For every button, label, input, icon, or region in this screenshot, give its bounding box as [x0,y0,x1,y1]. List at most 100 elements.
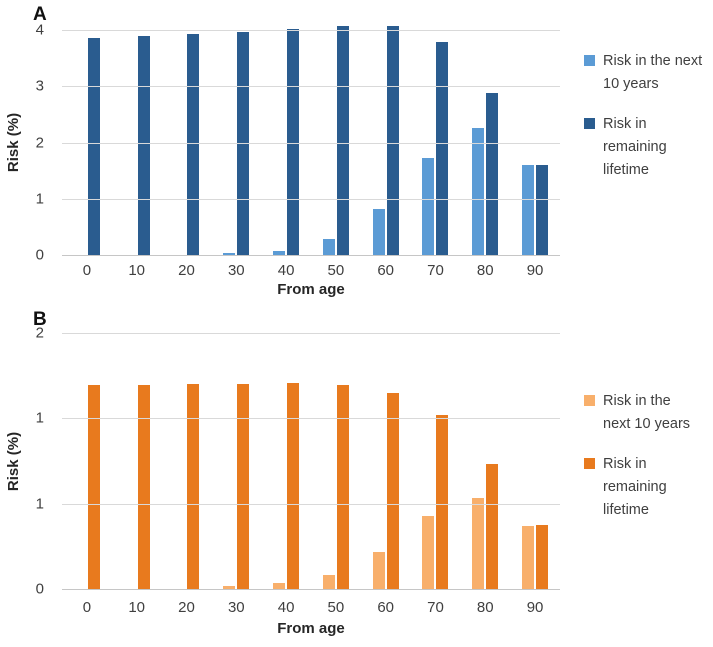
panel-a-xtick-label: 20 [178,262,195,279]
panel-b-bars [62,333,560,589]
panel-b-letter: B [33,309,47,330]
panel-b-xtick-label: 70 [427,599,444,616]
panel-a-gridline [62,30,560,31]
panel-b-bar-group-age-10 [112,333,162,589]
panel-a-gridline [62,198,560,200]
panel-a-xtick-label: 10 [128,262,146,279]
panel-b-bar [223,586,236,589]
panel-a-xtick-label: 50 [327,262,345,279]
panel-b-legend-entry: Risk in the next 10 years [584,390,712,436]
panel-b-bar-group-age-80 [460,333,510,589]
panel-a-bar-group-age-40 [261,29,311,255]
panel-a-xtick-label: 70 [427,262,444,279]
panel-b-bar [137,385,150,589]
panel-a-bar [223,252,236,255]
panel-b-bar-group-age-40 [261,333,311,589]
legend-swatch-icon [584,55,595,66]
panel-b-bar [273,582,286,589]
panel-b-xtick-label: 90 [526,599,544,616]
panel-a-bar-group-age-60 [361,26,411,255]
panel-b-bar [287,382,300,589]
panel-b-xtick-label: 40 [277,599,295,616]
panel-a-bar [372,208,385,255]
legend-swatch-icon [584,118,595,129]
panel-b-xtick-label: 10 [128,599,146,616]
panel-a-bar [472,127,485,255]
panel-b-bar-group-age-90 [510,333,560,589]
panel-a-ytick-label: 2 [35,134,44,151]
panel-b-bar [336,385,349,589]
panel-b-bar-group-age-60 [361,333,411,589]
panel-b-ytick-label: 2 [35,324,44,342]
panel-b-legend-label: Risk in remaining lifetime [603,456,667,518]
panel-a-gridline [62,255,560,256]
panel-a-bar [386,26,399,255]
panel-b-ytick-label: 0 [35,580,44,598]
panel-a-legend-entry: Risk in remaining lifetime [584,113,712,182]
panel-a-plot-area [62,26,560,256]
panel-b-bar-group-age-20 [162,333,212,589]
panel-a-xtick-label: 30 [227,262,245,279]
panel-a-legend-entry: Risk in the next 10 years [584,50,712,96]
panel-b-gridline [62,589,560,590]
panel-b-bar [237,384,250,589]
panel-a-gridline [62,86,560,88]
panel-a-bar [536,165,549,255]
panel-a-bar [273,250,286,255]
legend-swatch-icon [584,458,595,469]
panel-a-bar-group-age-0 [62,30,112,255]
panel-b-gridline [62,333,560,334]
panel-a-y-axis-tick-labels: 0 1 2 3 4 [0,22,52,264]
panel-a-ytick-label: 1 [35,190,44,208]
panel-b-xtick-label: 80 [476,599,494,616]
panel-a-bar [287,29,300,255]
panel-a-bar [422,157,435,255]
panel-a-bar-group-age-10 [112,30,162,255]
panel-a-xtick-label: 40 [277,262,295,279]
panel-a-letter: A [33,4,47,25]
panel-a-xtick-label: 0 [82,262,92,279]
panel-a-ytick-label: 3 [35,77,44,95]
panel-a-x-axis-tick-labels: 0 10 20 30 40 50 60 70 80 90 [62,262,560,279]
panel-b-bar [372,551,385,589]
panel-a-bar [486,93,499,255]
panel-b-bar-group-age-0 [62,333,112,589]
panel-b-xtick-label: 0 [82,599,92,616]
panel-a-bar [137,35,150,255]
panel-a-ytick-label: 0 [35,246,44,264]
panel-a-bar [237,32,250,255]
panel-a-legend: Risk in the next 10 years Risk in remaining… [584,50,712,182]
panel-b-y-axis-tick-labels: 0 1 1 2 [0,325,52,598]
panel-a-bar [336,26,349,255]
panel-b-bar [486,463,499,589]
panel-a-bar [522,165,535,255]
panel-b-bar [187,384,200,589]
panel-b-gridline [62,503,560,505]
panel-a-legend-label: Risk in remaining lifetime [603,116,667,178]
panel-a-legend-label: Risk in the next 10 years [603,53,703,92]
panel-b-bar [322,574,335,589]
panel-a-xtick-label: 60 [377,262,395,279]
panel-b-bar-group-age-50 [311,333,361,589]
panel-a-ytick-label: 4 [35,21,44,39]
panel-b-bar-group-age-30 [211,333,261,589]
panel-a-bar-group-age-50 [311,26,361,255]
panel-b-bar [522,526,535,589]
panel-b-x-axis-title: From age [277,620,345,637]
panel-b-xtick-label: 20 [178,599,195,616]
panel-b-legend-entry: Risk in remaining lifetime [584,453,712,522]
panel-b-legend-label: Risk in the next 10 years [603,393,691,432]
panel-a-gridline [62,142,560,144]
panel-a-bar-group-age-80 [460,30,510,255]
panel-b-plot-area [62,333,560,590]
panel-a-x-axis-title: From age [277,281,345,298]
panel-a-bar-group-age-90 [510,30,560,255]
panel-a-bars [62,26,560,255]
panel-b-ytick-label: 1 [35,409,44,427]
panel-b-bar [536,525,549,589]
legend-swatch-icon [584,395,595,406]
panel-a-bar [87,37,100,255]
